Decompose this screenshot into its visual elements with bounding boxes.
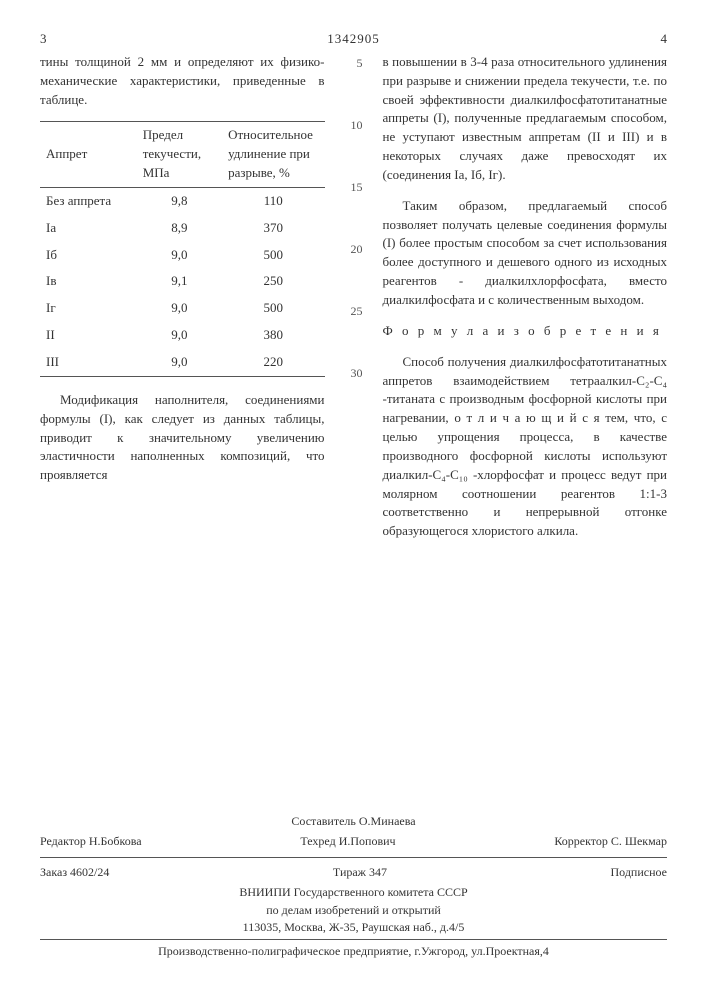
table-cell: 380: [222, 322, 324, 349]
left-after-table: Модификация наполнителя, соединениями фо…: [40, 391, 325, 485]
line-number: 5: [345, 55, 363, 117]
table-cell: 500: [222, 295, 324, 322]
line-number-gutter: 51015202530: [345, 53, 363, 553]
table-cell: 9,8: [137, 187, 222, 214]
doc-number: 1342905: [327, 30, 380, 49]
table-cell: 500: [222, 242, 324, 269]
editor-block: Редактор Н.Бобкова: [40, 833, 142, 850]
left-column: тины толщиной 2 мм и определяют их физик…: [40, 53, 325, 553]
table-cell: 9,0: [137, 349, 222, 376]
table-cell: 370: [222, 215, 324, 242]
table-cell: III: [40, 349, 137, 376]
line-number: 15: [345, 179, 363, 241]
table-row: Iб9,0500: [40, 242, 325, 269]
footer: Составитель О.Минаева Редактор Н.Бобкова…: [40, 813, 667, 961]
table-cell: Iа: [40, 215, 137, 242]
formula-title: Ф о р м у л а и з о б р е т е н и я: [383, 322, 668, 341]
org2: по делам изобретений и открытий: [40, 902, 667, 919]
table-row: Iв9,1250: [40, 268, 325, 295]
table-cell: Без аппрета: [40, 187, 137, 214]
page-number-row: 3 1342905 4: [40, 30, 667, 49]
table-row: III9,0220: [40, 349, 325, 376]
right-p3: Способ получения диалкилфосфатотитанатны…: [383, 353, 668, 541]
composer-label: Составитель: [291, 814, 355, 828]
subscription: Подписное: [611, 864, 668, 881]
table-cell: II: [40, 322, 137, 349]
right-p1: в повышении в 3-4 раза относительного уд…: [383, 53, 668, 185]
table-cell: 8,9: [137, 215, 222, 242]
table-header-row: Аппрет Предел текучести, МПа Относительн…: [40, 122, 325, 188]
page-left: 3: [40, 30, 47, 49]
table-row: II9,0380: [40, 322, 325, 349]
table-cell: 110: [222, 187, 324, 214]
line-number: 30: [345, 365, 363, 427]
corrector-block: Корректор С. Шекмар: [554, 833, 667, 850]
data-table: Аппрет Предел текучести, МПа Относительн…: [40, 121, 325, 376]
col-header: Предел текучести, МПа: [137, 122, 222, 188]
left-intro: тины толщиной 2 мм и определяют их физик…: [40, 53, 325, 110]
tirage: Тираж 347: [333, 864, 387, 881]
table-row: Iа8,9370: [40, 215, 325, 242]
table-cell: 220: [222, 349, 324, 376]
page-right: 4: [661, 30, 668, 49]
table-cell: Iб: [40, 242, 137, 269]
prod: Производственно-полиграфическое предприя…: [40, 943, 667, 960]
table-cell: 250: [222, 268, 324, 295]
line-number: 10: [345, 117, 363, 179]
addr: 113035, Москва, Ж-35, Раушская наб., д.4…: [40, 919, 667, 936]
techred-block: Техред И.Попович: [300, 833, 395, 850]
table-cell: 9,1: [137, 268, 222, 295]
table-cell: 9,0: [137, 295, 222, 322]
org1: ВНИИПИ Государственного комитета СССР: [40, 884, 667, 901]
order: Заказ 4602/24: [40, 864, 109, 881]
composer-name: О.Минаева: [359, 814, 416, 828]
right-p2: Таким образом, предлагаемый способ позво…: [383, 197, 668, 310]
table-cell: 9,0: [137, 242, 222, 269]
line-number: 20: [345, 241, 363, 303]
table-row: Без аппрета9,8110: [40, 187, 325, 214]
right-column: в повышении в 3-4 раза относительного уд…: [383, 53, 668, 553]
table-row: Iг9,0500: [40, 295, 325, 322]
table-cell: Iг: [40, 295, 137, 322]
table-cell: Iв: [40, 268, 137, 295]
col-header: Аппрет: [40, 122, 137, 188]
line-number: 25: [345, 303, 363, 365]
table-cell: 9,0: [137, 322, 222, 349]
main-columns: тины толщиной 2 мм и определяют их физик…: [40, 53, 667, 553]
col-header: Относительное удлинение при разрыве, %: [222, 122, 324, 188]
